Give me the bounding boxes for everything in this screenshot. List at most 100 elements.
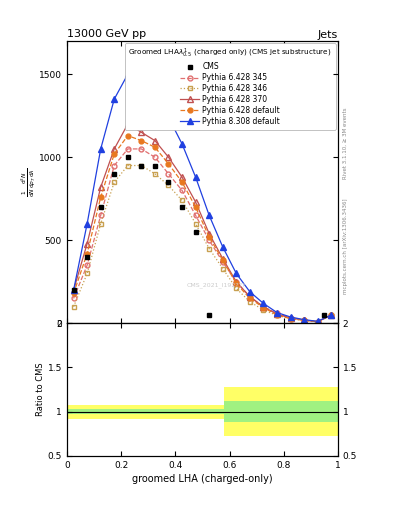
- Pythia 6.428 345: [288, 314, 293, 321]
- Pythia 8.308 default: [261, 301, 266, 307]
- Pythia 6.428 370: [112, 146, 117, 152]
- Pythia 6.428 346: [261, 307, 266, 313]
- CMS: [166, 179, 171, 185]
- Pythia 6.428 default: [329, 312, 334, 318]
- Pythia 6.428 370: [234, 279, 239, 285]
- Pythia 6.428 370: [166, 154, 171, 160]
- Pythia 6.428 default: [220, 257, 225, 263]
- Line: Pythia 6.428 default: Pythia 6.428 default: [71, 133, 334, 324]
- Pythia 6.428 346: [85, 270, 90, 276]
- Y-axis label: Ratio to CMS: Ratio to CMS: [36, 362, 45, 416]
- Pythia 6.428 370: [275, 311, 279, 317]
- CMS: [71, 287, 76, 293]
- Pythia 8.308 default: [329, 312, 334, 318]
- Pythia 8.308 default: [125, 71, 130, 77]
- Pythia 6.428 345: [207, 237, 211, 243]
- Line: CMS: CMS: [71, 155, 327, 317]
- Pythia 8.308 default: [98, 146, 103, 152]
- Pythia 8.308 default: [112, 96, 117, 102]
- Pythia 6.428 345: [248, 294, 252, 300]
- Pythia 8.308 default: [275, 309, 279, 315]
- Pythia 6.428 346: [220, 265, 225, 271]
- Text: mcplots.cern.ch [arXiv:1306.3436]: mcplots.cern.ch [arXiv:1306.3436]: [343, 198, 348, 293]
- Pythia 6.428 370: [220, 255, 225, 262]
- Pythia 6.428 345: [166, 171, 171, 177]
- Pythia 6.428 345: [85, 262, 90, 268]
- Text: 13000 GeV pp: 13000 GeV pp: [67, 29, 146, 39]
- Pythia 6.428 346: [139, 162, 144, 168]
- Pythia 6.428 346: [329, 312, 334, 318]
- Line: Pythia 8.308 default: Pythia 8.308 default: [71, 71, 334, 324]
- Pythia 6.428 345: [125, 146, 130, 152]
- Pythia 6.428 345: [329, 312, 334, 318]
- Pythia 6.428 default: [139, 138, 144, 144]
- Pythia 8.308 default: [152, 91, 157, 97]
- Pythia 6.428 default: [85, 250, 90, 257]
- Pythia 6.428 default: [152, 144, 157, 151]
- Pythia 6.428 default: [71, 290, 76, 296]
- Pythia 6.428 345: [275, 310, 279, 316]
- Pythia 6.428 345: [71, 295, 76, 302]
- Pythia 8.308 default: [302, 316, 307, 323]
- Pythia 6.428 370: [315, 318, 320, 325]
- Y-axis label: $\frac{1}{\mathrm{d}N}\frac{\mathrm{d}^2N}{\mathrm{d}p_T\,\mathrm{d}\lambda}$: $\frac{1}{\mathrm{d}N}\frac{\mathrm{d}^2…: [20, 167, 38, 197]
- Pythia 6.428 346: [288, 315, 293, 322]
- Text: Rivet 3.1.10, ≥ 3M events: Rivet 3.1.10, ≥ 3M events: [343, 108, 348, 179]
- Pythia 6.428 370: [288, 315, 293, 321]
- Pythia 6.428 346: [248, 298, 252, 305]
- Pythia 8.308 default: [248, 289, 252, 295]
- X-axis label: groomed LHA (charged-only): groomed LHA (charged-only): [132, 474, 273, 484]
- CMS: [180, 204, 184, 210]
- Pythia 6.428 370: [139, 129, 144, 135]
- Pythia 8.308 default: [220, 244, 225, 250]
- Pythia 6.428 default: [248, 295, 252, 302]
- Pythia 6.428 default: [166, 161, 171, 167]
- Pythia 6.428 370: [207, 230, 211, 237]
- Pythia 8.308 default: [180, 141, 184, 147]
- Pythia 6.428 346: [71, 304, 76, 310]
- Pythia 8.308 default: [139, 79, 144, 86]
- Pythia 6.428 345: [180, 187, 184, 194]
- Text: CMS_2021_I192???: CMS_2021_I192???: [186, 283, 246, 288]
- Pythia 6.428 345: [261, 304, 266, 310]
- Pythia 8.308 default: [234, 270, 239, 276]
- Pythia 8.308 default: [315, 318, 320, 325]
- Pythia 6.428 default: [234, 281, 239, 287]
- Pythia 6.428 345: [139, 146, 144, 152]
- Pythia 6.428 default: [98, 194, 103, 200]
- Pythia 6.428 default: [275, 312, 279, 318]
- Pythia 8.308 default: [288, 314, 293, 320]
- Pythia 6.428 370: [302, 317, 307, 323]
- Pythia 6.428 346: [207, 246, 211, 252]
- Pythia 8.308 default: [85, 221, 90, 227]
- Pythia 6.428 default: [288, 315, 293, 322]
- Pythia 6.428 346: [125, 162, 130, 168]
- Pythia 6.428 345: [315, 318, 320, 325]
- Pythia 6.428 346: [112, 179, 117, 185]
- Pythia 6.428 346: [98, 221, 103, 227]
- Pythia 6.428 346: [315, 319, 320, 325]
- Pythia 6.428 370: [180, 174, 184, 180]
- Pythia 8.308 default: [207, 212, 211, 219]
- Pythia 6.428 346: [302, 317, 307, 324]
- Pythia 6.428 345: [234, 279, 239, 285]
- Pythia 6.428 346: [193, 221, 198, 227]
- Pythia 6.428 345: [152, 154, 157, 160]
- CMS: [139, 162, 144, 168]
- Line: Pythia 6.428 346: Pythia 6.428 346: [71, 163, 334, 325]
- Pythia 8.308 default: [71, 287, 76, 293]
- Pythia 6.428 370: [261, 304, 266, 310]
- Pythia 6.428 370: [248, 294, 252, 300]
- Pythia 6.428 default: [315, 318, 320, 325]
- Pythia 6.428 345: [193, 212, 198, 219]
- CMS: [112, 171, 117, 177]
- CMS: [85, 254, 90, 260]
- Pythia 6.428 345: [112, 162, 117, 168]
- Pythia 8.308 default: [193, 174, 198, 180]
- Pythia 6.428 346: [234, 285, 239, 291]
- CMS: [125, 154, 130, 160]
- Pythia 6.428 370: [85, 241, 90, 247]
- Pythia 6.428 346: [180, 197, 184, 203]
- Text: Jets: Jets: [318, 30, 338, 39]
- CMS: [193, 229, 198, 235]
